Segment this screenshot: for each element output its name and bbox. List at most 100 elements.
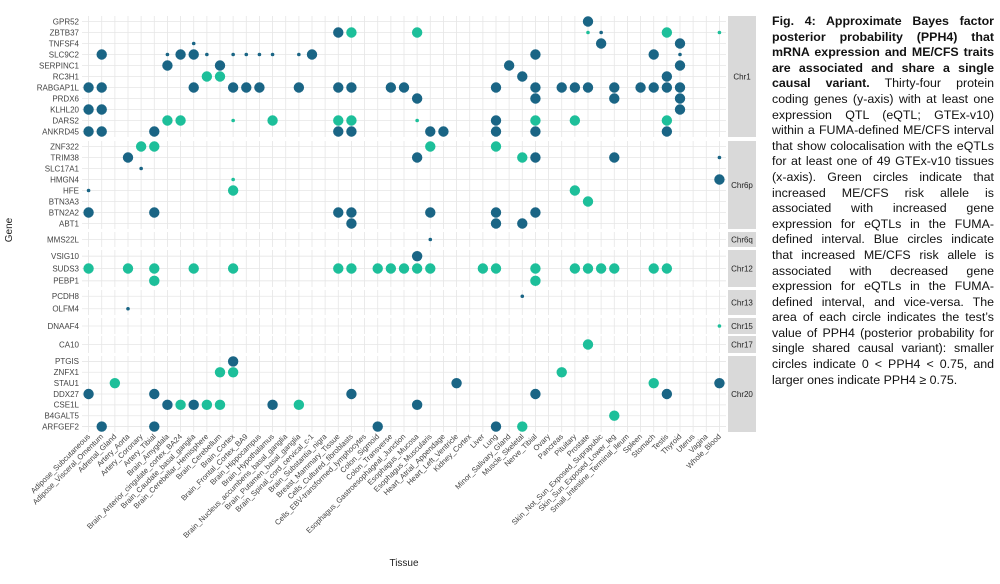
- data-point: [83, 104, 94, 115]
- data-point: [530, 126, 541, 137]
- panel-strip: [728, 318, 756, 334]
- data-point: [398, 263, 410, 274]
- data-point: [254, 82, 265, 93]
- data-point: [635, 82, 646, 93]
- data-point: [372, 421, 383, 432]
- y-tick-label: SLC9C2: [49, 50, 80, 59]
- y-tick-label: PRDX6: [52, 94, 79, 103]
- data-point: [83, 388, 94, 400]
- data-point: [520, 294, 525, 299]
- data-point: [175, 49, 186, 60]
- data-point: [530, 275, 541, 287]
- data-point: [661, 263, 673, 274]
- data-point: [609, 410, 620, 421]
- y-tick-label: TNFSF4: [49, 39, 80, 48]
- data-point: [661, 126, 673, 137]
- y-tick-label: SERPINC1: [39, 61, 80, 70]
- data-point: [175, 399, 186, 411]
- data-point: [661, 71, 673, 82]
- y-tick-label: CA10: [59, 340, 80, 349]
- data-point: [398, 82, 410, 93]
- data-point: [241, 82, 252, 93]
- y-tick-label: CSE1L: [54, 401, 80, 410]
- data-point: [135, 141, 147, 152]
- data-point: [201, 71, 213, 82]
- data-point: [188, 49, 199, 60]
- data-point: [149, 263, 160, 274]
- y-tick-label: SUDS3: [52, 264, 79, 273]
- data-point: [530, 388, 541, 400]
- data-point: [126, 306, 130, 311]
- data-point: [267, 115, 278, 126]
- data-point: [661, 388, 673, 400]
- data-point: [714, 174, 725, 185]
- data-point: [244, 52, 249, 57]
- data-point: [438, 126, 449, 137]
- data-point: [165, 52, 170, 57]
- data-point: [385, 82, 397, 93]
- y-tick-label: ARFGEF2: [42, 422, 79, 431]
- data-point: [425, 141, 436, 152]
- data-point: [530, 263, 541, 274]
- data-point: [149, 275, 160, 287]
- data-point: [149, 141, 160, 152]
- y-tick-label: KLHL20: [50, 105, 79, 114]
- y-tick-label: B4GALT5: [44, 412, 79, 421]
- data-point: [231, 118, 235, 123]
- data-point: [333, 263, 344, 274]
- data-point: [293, 399, 305, 411]
- data-point: [490, 126, 502, 137]
- data-point: [411, 250, 423, 262]
- panel-strip: [728, 16, 756, 137]
- figure-caption: Fig. 4: Approximate Bayes factor posteri…: [772, 14, 994, 388]
- y-tick-label: VSIG10: [51, 252, 80, 261]
- y-tick-label: DARS2: [52, 116, 79, 125]
- data-point: [96, 49, 107, 60]
- data-point: [346, 27, 357, 38]
- data-point: [490, 421, 502, 432]
- data-point: [333, 207, 344, 218]
- data-point: [674, 60, 686, 71]
- y-axis-title: Gene: [4, 217, 15, 242]
- data-point: [214, 367, 226, 378]
- data-point: [96, 82, 107, 93]
- data-point: [582, 339, 594, 350]
- data-point: [609, 82, 620, 93]
- y-tick-label: TRIM38: [51, 153, 80, 162]
- data-point: [293, 82, 305, 93]
- data-point: [267, 399, 278, 411]
- data-point: [122, 263, 134, 274]
- panel-strip: [728, 336, 756, 353]
- y-tick-label: ANKRD45: [42, 127, 79, 136]
- data-point: [191, 41, 196, 46]
- data-point: [201, 399, 213, 411]
- data-point: [661, 27, 673, 38]
- data-point: [648, 82, 659, 93]
- panel-strip-label: Chr1: [733, 73, 751, 82]
- data-point: [599, 30, 603, 35]
- panel-strip-label: Chr13: [731, 299, 753, 308]
- x-tick-labels: Adipose_SubcutaneousAdipose_Visceral_Ome…: [29, 432, 723, 540]
- data-point: [569, 263, 581, 274]
- data-point: [661, 82, 673, 93]
- data-point: [490, 207, 502, 218]
- y-tick-label: STAU1: [54, 379, 80, 388]
- data-point: [270, 52, 275, 57]
- data-point: [661, 115, 673, 126]
- caption-title: Fig. 4: Approximate Bayes factor posteri…: [772, 14, 994, 91]
- data-point: [517, 218, 528, 229]
- data-point: [425, 263, 436, 274]
- data-point: [648, 377, 659, 389]
- data-point: [609, 152, 620, 163]
- data-point: [333, 82, 344, 93]
- data-point: [346, 388, 357, 400]
- y-tick-label: SLC17A1: [45, 164, 80, 173]
- data-point: [490, 115, 502, 126]
- data-point: [346, 126, 357, 137]
- data-point: [188, 263, 199, 274]
- data-point: [333, 27, 344, 38]
- data-point: [214, 399, 226, 411]
- data-point: [162, 60, 173, 71]
- data-point: [595, 263, 607, 274]
- y-tick-label: GPR52: [53, 17, 80, 26]
